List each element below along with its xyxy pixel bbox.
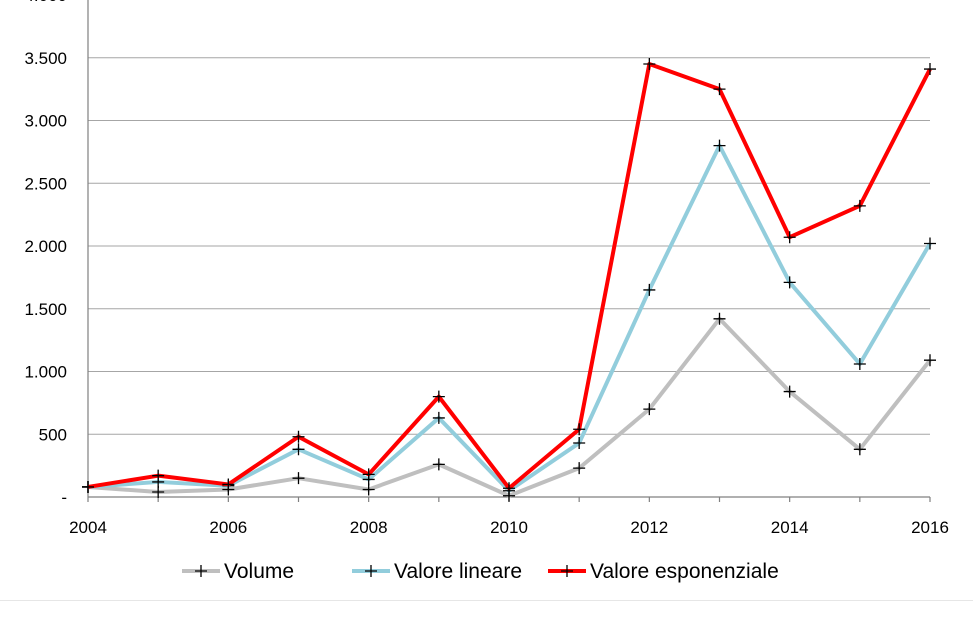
data-point — [222, 478, 235, 491]
data-point — [82, 480, 94, 493]
data-point — [853, 443, 866, 456]
series-lines — [82, 58, 936, 502]
data-point — [643, 58, 656, 71]
data-point — [783, 276, 796, 289]
data-point — [152, 469, 165, 482]
data-point — [573, 462, 586, 475]
y-tick-label: 500 — [39, 425, 67, 444]
series-line — [87, 143, 932, 493]
data-point — [643, 403, 656, 416]
data-point — [783, 385, 796, 398]
x-tick-label: 2008 — [350, 518, 388, 537]
legend-label: Valore lineare — [394, 560, 522, 583]
legend-item: Valore esponenziale — [548, 560, 779, 583]
data-point — [713, 139, 726, 152]
y-tick-label: 1.500 — [24, 300, 67, 319]
data-point — [432, 458, 445, 471]
data-point — [783, 231, 796, 244]
y-tick-label: 3.500 — [24, 49, 67, 68]
x-tick-label: 2010 — [490, 518, 528, 537]
y-tick-label: - — [61, 488, 67, 507]
legend-item: Volume — [182, 560, 294, 583]
data-point — [503, 482, 515, 495]
y-tick-label: 4.000 — [24, 0, 67, 5]
x-tick-label: 2006 — [209, 518, 247, 537]
gridlines — [87, 0, 931, 502]
y-tick-label: 2.500 — [24, 174, 67, 193]
legend-marker — [561, 565, 573, 577]
y-tick-label: 2.000 — [24, 237, 67, 256]
x-tick-label: 2014 — [771, 518, 809, 537]
legend-item: Valore lineare — [352, 560, 522, 583]
data-point — [643, 283, 656, 296]
y-tick-label: 1.000 — [24, 363, 67, 382]
data-point — [362, 468, 375, 481]
y-axis-tick-labels: - 500 1.000 1.500 2.000 2.500 3.000 3.500 4.000 — [24, 0, 67, 507]
x-axis-tick-labels: 2004 2006 2008 2010 2012 2014 2016 — [69, 518, 949, 537]
x-tick-label: 2016 — [911, 518, 949, 537]
data-point — [292, 443, 305, 456]
series-1 — [82, 139, 936, 497]
legend: Volume Valore lineare Valore esponenziale — [182, 560, 779, 583]
legend-label: Volume — [224, 560, 294, 583]
data-point — [573, 437, 586, 450]
y-tick-label: 3.000 — [24, 112, 67, 131]
data-point — [292, 472, 305, 485]
legend-marker — [365, 565, 377, 577]
data-point — [853, 357, 866, 370]
x-tick-label: 2004 — [69, 518, 107, 537]
x-tick-label: 2012 — [630, 518, 668, 537]
data-point — [152, 485, 165, 498]
data-point — [362, 483, 375, 496]
data-point — [924, 63, 936, 76]
data-point — [292, 430, 305, 443]
legend-label: Valore esponenziale — [590, 560, 779, 583]
legend-marker — [195, 565, 207, 577]
series-line — [87, 62, 932, 491]
data-point — [573, 423, 586, 436]
data-point — [924, 354, 936, 367]
data-point — [924, 237, 936, 250]
series-0 — [82, 312, 936, 502]
data-point — [432, 390, 445, 403]
series-line — [87, 316, 932, 498]
data-point — [432, 411, 445, 424]
data-point — [713, 83, 726, 96]
footer-divider — [0, 600, 973, 601]
data-point — [853, 199, 866, 212]
series-2 — [82, 58, 936, 495]
line-chart: -5001.0001.5002.0002.5003.0003.5004.000 … — [24, 0, 949, 583]
data-point — [713, 312, 726, 325]
